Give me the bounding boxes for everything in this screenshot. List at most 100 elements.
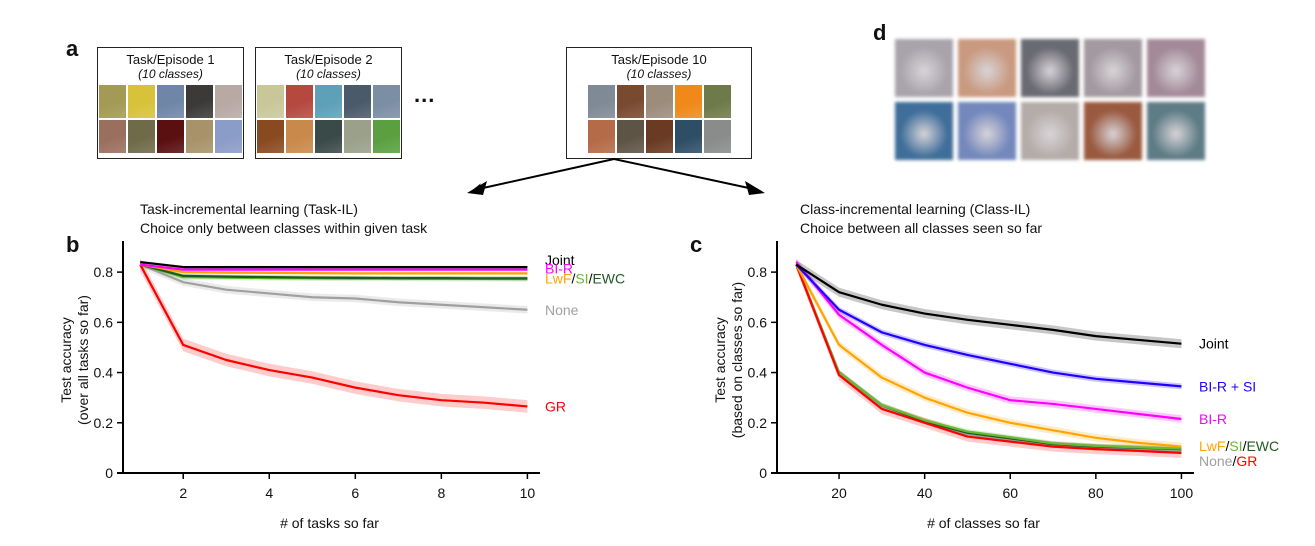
series-line-gr — [795, 264, 1182, 455]
error-bands — [796, 258, 1182, 458]
error-band-bi-r — [796, 258, 1182, 423]
y-tick-label: 0.8 — [748, 264, 768, 280]
series-label-part: LwF — [1199, 438, 1225, 454]
y-axis-label-line2: (based on classes so far) — [729, 282, 745, 438]
thumbnail-image — [645, 120, 673, 153]
y-tick-label: 0.8 — [94, 264, 114, 280]
series-line-none — [139, 263, 528, 311]
series-line-bi-r — [795, 261, 1182, 421]
chart-class-il: 0 0.2 0.4 0.6 0.8 20 40 60 80 100 Joint BI-R + SI B… — [712, 241, 1279, 531]
ellipsis: ... — [414, 82, 436, 107]
y-axis-label-line2: (over all tasks so far) — [75, 295, 91, 425]
thumbnail-image — [703, 85, 731, 118]
thumbnail-image — [315, 85, 342, 118]
thumbnail-image — [286, 85, 313, 118]
series-label-part: GR — [545, 398, 566, 414]
series-label-part: LwF — [545, 270, 571, 286]
panel-label-b: b — [66, 232, 80, 257]
x-axis-label: # of tasks so far — [280, 515, 379, 531]
arrow-to-task-il — [472, 158, 615, 194]
x-axis-label: # of classes so far — [927, 515, 1040, 531]
thumbnail-image — [645, 85, 673, 118]
task-title: Task/Episode 10 — [611, 52, 707, 67]
thumbnail-image — [128, 120, 155, 153]
series-label-part: SI — [575, 270, 588, 286]
y-tick-label: 0.2 — [748, 415, 768, 431]
x-tick-label: 20 — [831, 485, 847, 501]
thumbnail-image — [257, 85, 284, 118]
axes: 0 0.2 0.4 0.6 0.8 2 4 6 8 10 — [94, 241, 540, 501]
generated-sample-image — [895, 102, 953, 160]
task-il-heading: Task-incremental learning (Task-IL) Choi… — [140, 200, 427, 238]
series-label-part: BI-R + SI — [1199, 378, 1256, 394]
arrow-head-right — [745, 181, 765, 195]
thumbnail-image — [587, 120, 615, 153]
thumbnail-image — [315, 120, 342, 153]
series-label-part: Joint — [1199, 336, 1229, 352]
series-line-bi-r-si — [795, 263, 1182, 388]
thumbnail-grid — [98, 85, 243, 153]
panel-label-d: d — [873, 20, 887, 45]
generated-sample-image — [958, 102, 1016, 160]
series-lines — [139, 260, 528, 408]
panel-label-c: c — [690, 232, 703, 257]
task-box-1: Task/Episode 1 (10 classes) — [97, 47, 244, 159]
y-tick-label: 0.4 — [94, 365, 114, 381]
thumbnail-image — [157, 85, 184, 118]
series-label-part: BI-R — [1199, 411, 1227, 427]
y-axis-label-line1: Test accuracy — [712, 317, 728, 403]
thumbnail-grid — [256, 85, 401, 153]
x-tick-label: 8 — [437, 485, 445, 501]
series-line-joint — [140, 260, 528, 269]
series-label-part: / — [589, 270, 593, 286]
series-line-joint — [795, 263, 1182, 345]
thumbnail-grid — [567, 85, 751, 153]
y-axis-label-line1: Test accuracy — [58, 317, 74, 403]
y-tick-label: 0.4 — [748, 365, 768, 381]
thumbnail-image — [215, 120, 242, 153]
arrow-to-class-il — [613, 158, 759, 191]
error-bands — [140, 258, 528, 413]
arrow-head-left — [467, 181, 487, 195]
thumbnail-image — [344, 120, 371, 153]
y-tick-label: 0 — [105, 465, 113, 481]
task-subtitle: (10 classes) — [138, 67, 203, 81]
series-label-part: / — [1232, 453, 1236, 469]
class-il-heading: Class-incremental learning (Class-IL) Ch… — [800, 200, 1042, 238]
series-label-part: None — [1199, 453, 1233, 469]
generated-sample-image — [1084, 39, 1142, 97]
generated-sample-image — [1021, 102, 1079, 160]
thumbnail-image — [674, 85, 702, 118]
thumbnail-image — [257, 120, 284, 153]
series-label: LwF/SI/EWC — [545, 270, 625, 286]
task-box-10: Task/Episode 10 (10 classes) — [566, 47, 752, 159]
series-label: GR — [545, 398, 566, 414]
series-label-part: / — [1225, 438, 1229, 454]
panel-label-a: a — [66, 36, 79, 61]
x-tick-label: 100 — [1170, 485, 1194, 501]
task-subtitle: (10 classes) — [626, 67, 692, 81]
error-band-bi-r-si — [796, 261, 1182, 390]
generated-sample-image — [895, 39, 953, 97]
generated-sample-image — [1147, 39, 1205, 97]
task-il-heading-line1: Task-incremental learning (Task-IL) — [140, 201, 358, 217]
error-band-joint — [796, 260, 1182, 349]
series-label-part: Joint — [545, 252, 575, 268]
series-lines — [795, 261, 1182, 455]
task-il-heading-line2: Choice only between classes within given… — [140, 220, 428, 236]
thumbnail-image — [674, 120, 702, 153]
x-tick-label: 2 — [179, 485, 187, 501]
thumbnail-image — [373, 85, 400, 118]
x-tick-label: 60 — [1002, 485, 1018, 501]
series-line-si — [795, 264, 1182, 450]
series-label: None/GR — [1199, 453, 1257, 469]
y-tick-label: 0.6 — [94, 314, 114, 330]
task-title: Task/Episode 2 — [284, 52, 373, 67]
x-tick-label: 40 — [917, 485, 933, 501]
y-tick-label: 0 — [759, 465, 767, 481]
series-label-part: BI-R — [545, 260, 573, 276]
thumbnail-image — [186, 85, 213, 118]
thumbnail-image — [186, 120, 213, 153]
y-tick-label: 0.2 — [94, 415, 114, 431]
